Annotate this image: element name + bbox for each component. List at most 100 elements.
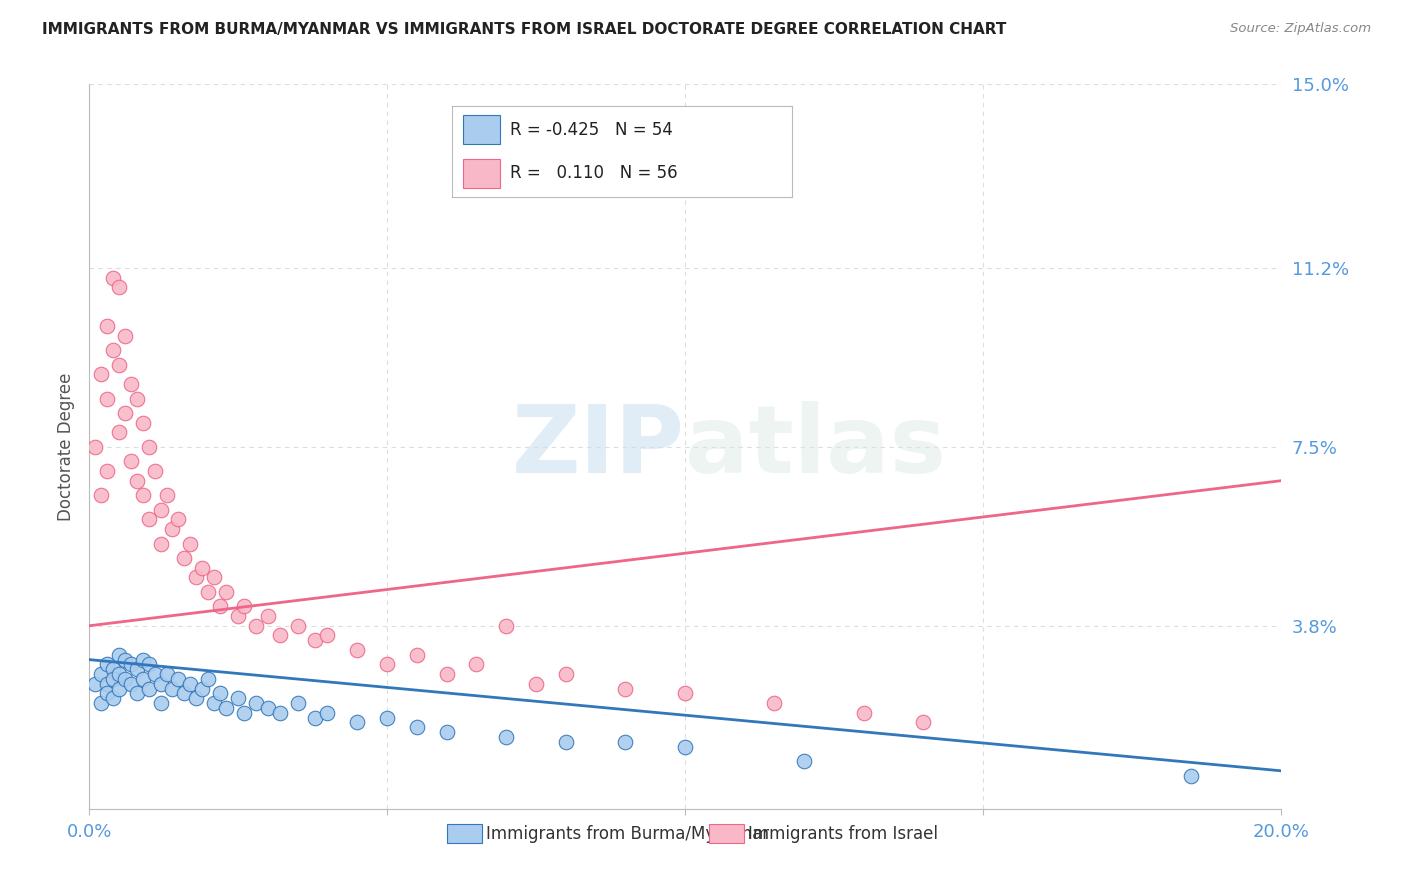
Point [233, 706, 256, 720]
Point [162, 681, 184, 696]
Point [149, 536, 172, 550]
Point [114, 672, 136, 686]
Text: Immigrants from Burma/Myanmar: Immigrants from Burma/Myanmar [486, 824, 769, 843]
Point [108, 648, 131, 662]
Point [495, 730, 517, 744]
Point [125, 686, 148, 700]
Point [209, 686, 232, 700]
Point [108, 358, 131, 372]
Point [101, 343, 124, 358]
Point [131, 672, 153, 686]
Point [269, 706, 291, 720]
Point [197, 672, 219, 686]
Point [155, 667, 177, 681]
Point [269, 628, 291, 642]
Point [316, 706, 339, 720]
Text: IMMIGRANTS FROM BURMA/MYANMAR VS IMMIGRANTS FROM ISRAEL DOCTORATE DEGREE CORRELA: IMMIGRANTS FROM BURMA/MYANMAR VS IMMIGRA… [42, 22, 1007, 37]
Point [96, 686, 118, 700]
Point [101, 691, 124, 706]
Point [436, 667, 458, 681]
Point [245, 696, 267, 710]
Point [256, 701, 278, 715]
Point [108, 425, 131, 440]
Point [162, 522, 184, 536]
Point [131, 416, 153, 430]
Point [155, 488, 177, 502]
Point [215, 585, 238, 599]
Point [120, 377, 142, 392]
Point [101, 672, 124, 686]
Point [614, 681, 637, 696]
Point [90, 488, 112, 502]
Point [84, 440, 107, 454]
Point [209, 599, 232, 614]
Point [90, 667, 112, 681]
Point [138, 512, 160, 526]
Point [90, 368, 112, 382]
Point [114, 328, 136, 343]
Point [108, 667, 131, 681]
Point [125, 392, 148, 406]
Point [554, 667, 576, 681]
Point [101, 270, 124, 285]
Point [143, 464, 166, 478]
Text: Source: ZipAtlas.com: Source: ZipAtlas.com [1230, 22, 1371, 36]
Point [114, 652, 136, 666]
Point [316, 628, 339, 642]
Point [149, 502, 172, 516]
Point [179, 677, 201, 691]
Point [852, 706, 875, 720]
Point [120, 657, 142, 672]
Point [138, 440, 160, 454]
Point [186, 691, 208, 706]
Text: Immigrants from Israel: Immigrants from Israel [748, 824, 938, 843]
Point [245, 619, 267, 633]
Point [131, 488, 153, 502]
Point [233, 599, 256, 614]
Point [125, 662, 148, 676]
Point [405, 720, 427, 734]
Point [143, 667, 166, 681]
Point [202, 570, 225, 584]
Point [90, 696, 112, 710]
Point [436, 725, 458, 739]
Point [912, 715, 935, 730]
Point [197, 585, 219, 599]
Point [304, 633, 326, 648]
Point [304, 710, 326, 724]
Point [763, 696, 786, 710]
Point [287, 619, 309, 633]
Point [256, 609, 278, 624]
Point [375, 710, 398, 724]
Point [1180, 769, 1202, 783]
Point [96, 677, 118, 691]
Point [346, 715, 368, 730]
Point [138, 681, 160, 696]
Point [96, 464, 118, 478]
Point [202, 696, 225, 710]
Point [346, 643, 368, 657]
Point [495, 619, 517, 633]
Point [226, 691, 249, 706]
Point [179, 536, 201, 550]
Point [96, 392, 118, 406]
Point [101, 662, 124, 676]
Point [215, 701, 238, 715]
Point [614, 735, 637, 749]
Point [405, 648, 427, 662]
Point [191, 681, 214, 696]
Point [186, 570, 208, 584]
Point [108, 681, 131, 696]
Point [191, 561, 214, 575]
Point [167, 672, 190, 686]
Y-axis label: Doctorate Degree: Doctorate Degree [58, 373, 75, 521]
Point [114, 406, 136, 420]
Point [375, 657, 398, 672]
Point [120, 454, 142, 468]
Point [167, 512, 190, 526]
Point [138, 657, 160, 672]
Point [524, 677, 547, 691]
Point [96, 319, 118, 334]
Point [108, 280, 131, 294]
Point [131, 652, 153, 666]
